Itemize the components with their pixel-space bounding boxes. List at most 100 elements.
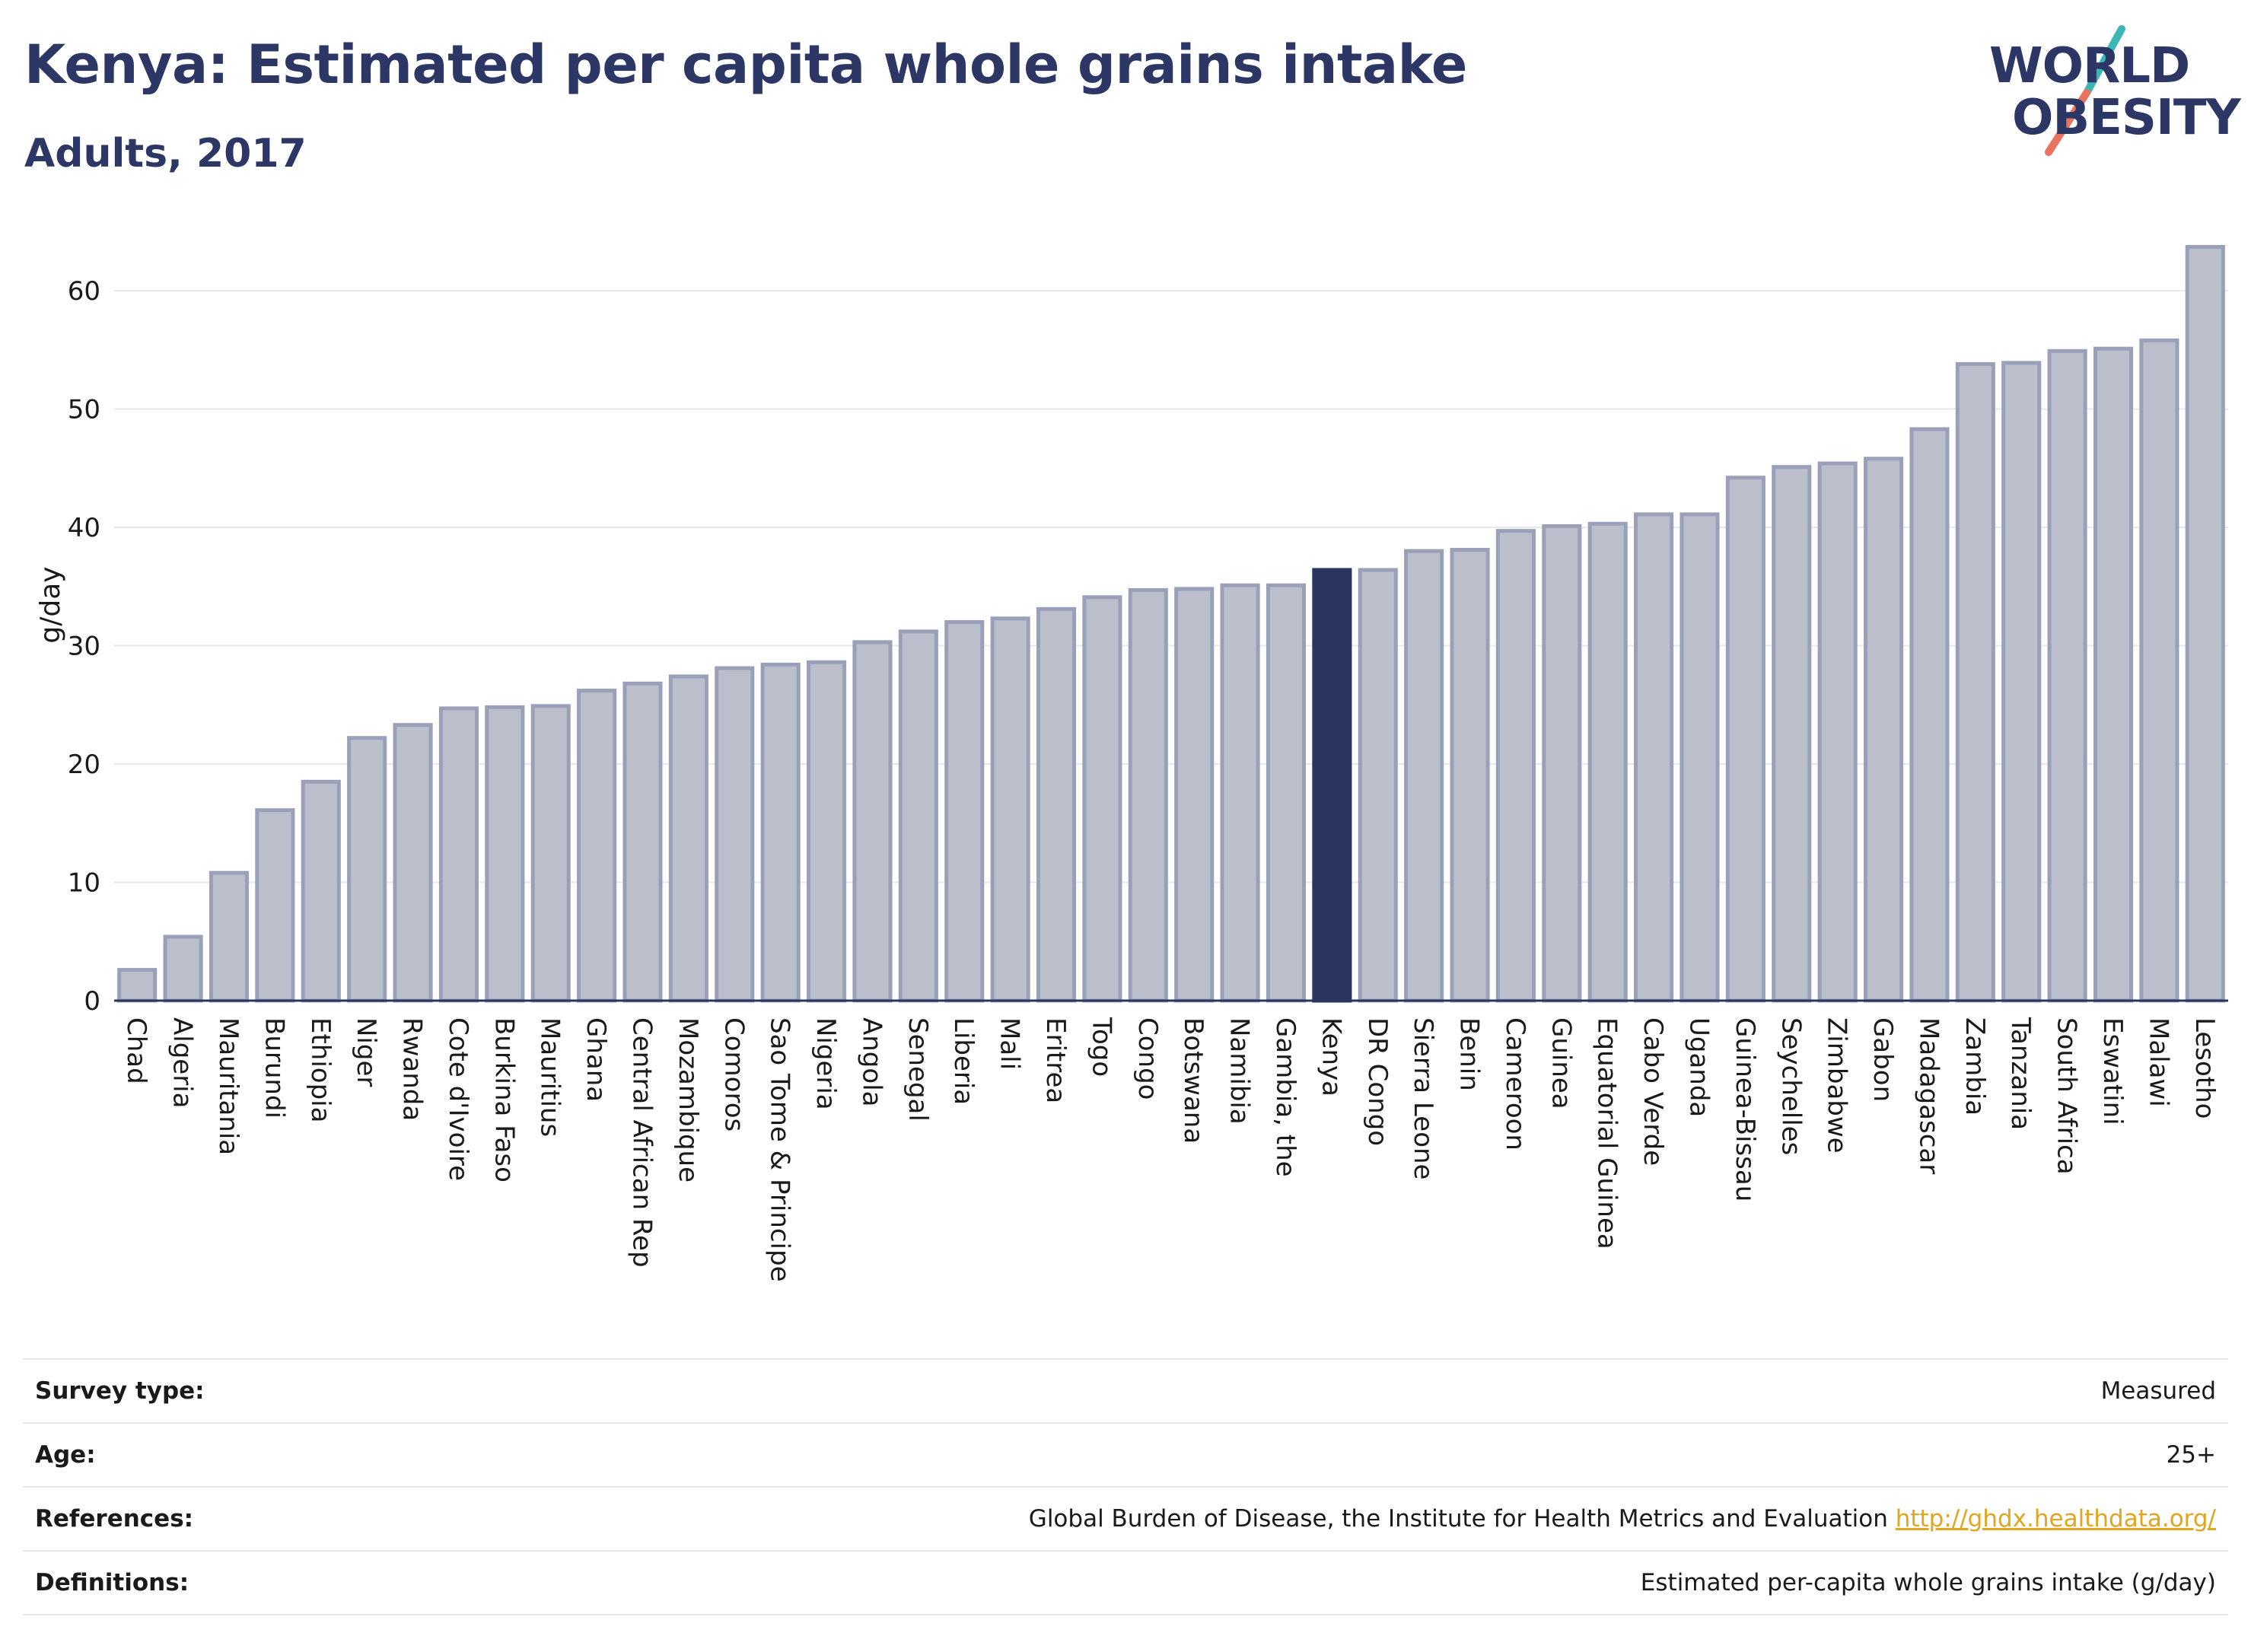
- bar: [807, 660, 847, 1003]
- bar: [668, 674, 708, 1003]
- x-tick-label: DR Congo: [1362, 1017, 1393, 1146]
- x-tick-label: Chad: [121, 1017, 151, 1084]
- x-tick-label: Mauritania: [213, 1017, 244, 1155]
- y-axis-label: g/day: [35, 566, 66, 643]
- meta-label: References:: [35, 1505, 194, 1533]
- y-tick-label: 30: [68, 632, 100, 662]
- x-tick-label: Eswatini: [2097, 1017, 2128, 1125]
- x-tick-label: Niger: [351, 1017, 381, 1087]
- bars: [117, 244, 2225, 1003]
- bar: [2093, 346, 2134, 1003]
- bar: [393, 723, 433, 1003]
- x-tick-label: Gabon: [1867, 1017, 1898, 1102]
- bar: [1174, 587, 1215, 1003]
- bar: [944, 619, 985, 1003]
- bar: [622, 681, 663, 1003]
- x-tick-label: Uganda: [1684, 1017, 1715, 1117]
- page-subtitle: Adults, 2017: [24, 131, 307, 177]
- x-tick-label: Sao Tome & Principe: [765, 1017, 795, 1282]
- meta-value: Measured: [2100, 1377, 2216, 1405]
- bar: [438, 706, 479, 1003]
- x-tick-label: Rwanda: [397, 1017, 428, 1121]
- x-tick-label: Senegal: [903, 1017, 933, 1122]
- x-tick-label: Zambia: [1960, 1017, 1990, 1116]
- x-tick-label: Equatorial Guinea: [1592, 1017, 1622, 1249]
- x-tick-label: Cabo Verde: [1638, 1017, 1668, 1166]
- logo-line-1: WORLD: [1989, 38, 2190, 94]
- bar: [2185, 244, 2225, 1003]
- bar: [1955, 361, 1995, 1003]
- bar-highlighted: [1312, 568, 1352, 1003]
- x-tick-label: Central African Rep: [627, 1017, 657, 1268]
- bar: [1679, 512, 1720, 1003]
- references-link[interactable]: http://ghdx.healthdata.org/: [1895, 1505, 2216, 1533]
- bar: [163, 934, 203, 1003]
- x-tick-label: Guinea-Bissau: [1730, 1017, 1760, 1202]
- x-tick-label: Comoros: [718, 1017, 749, 1132]
- bar-chart: 0 10 20 30 40 50 60 Chad Algeria Mauritania Burun…: [35, 244, 2228, 1282]
- bar: [1404, 549, 1444, 1003]
- x-tick-label: South Africa: [2052, 1017, 2082, 1175]
- x-tick-label: Tanzania: [2005, 1017, 2036, 1130]
- bar: [1725, 476, 1765, 1003]
- x-tick-label: Ethiopia: [305, 1017, 336, 1122]
- x-tick-label: Eritrea: [1040, 1017, 1071, 1103]
- x-tick-label: Ghana: [581, 1017, 611, 1102]
- y-tick-label: 60: [68, 276, 100, 307]
- bar: [1358, 568, 1398, 1003]
- meta-label: Age:: [35, 1441, 96, 1469]
- x-tick-label: Liberia: [948, 1017, 979, 1105]
- bar: [2047, 349, 2087, 1003]
- x-tick-label: Nigeria: [810, 1017, 841, 1110]
- bar: [1266, 583, 1307, 1003]
- bar: [117, 968, 158, 1003]
- bar: [1450, 548, 1490, 1003]
- meta-row-definitions: Definitions: Estimated per-capita whole …: [23, 1550, 2228, 1615]
- bar: [2139, 338, 2179, 1003]
- page-title: Kenya: Estimated per capita whole grains…: [24, 33, 1467, 96]
- bar: [1634, 512, 1674, 1003]
- bar: [1082, 595, 1122, 1003]
- y-tick-label: 0: [84, 986, 100, 1017]
- x-axis-labels: Chad Algeria Mauritania Burundi Ethiopia Nige…: [121, 1017, 2220, 1282]
- bar: [1495, 529, 1536, 1003]
- bar: [898, 629, 938, 1003]
- bar: [715, 666, 755, 1003]
- bar: [1220, 583, 1260, 1003]
- bar: [577, 689, 617, 1003]
- references-text: Global Burden of Disease, the Institute …: [1028, 1505, 1888, 1533]
- x-tick-label: Cote d'Ivoire: [443, 1017, 473, 1181]
- bar: [301, 779, 341, 1003]
- x-tick-label: Seychelles: [1775, 1017, 1806, 1155]
- x-tick-label: Angola: [856, 1017, 887, 1106]
- x-tick-label: Kenya: [1316, 1017, 1346, 1097]
- x-tick-label: Burkina Faso: [489, 1017, 519, 1183]
- bar: [255, 808, 295, 1003]
- x-tick-label: Lesotho: [2189, 1017, 2220, 1119]
- bar: [209, 871, 250, 1003]
- x-tick-label: Benin: [1454, 1017, 1485, 1091]
- y-tick-label: 20: [68, 750, 100, 780]
- bar: [530, 704, 571, 1003]
- x-tick-label: Mozambique: [673, 1017, 703, 1183]
- metadata-table: Survey type: Measured Age: 25+ Reference…: [23, 1358, 2228, 1615]
- bar: [1772, 465, 1812, 1003]
- x-tick-label: Mali: [995, 1017, 1025, 1070]
- bar: [1542, 524, 1582, 1003]
- y-tick-label: 50: [68, 395, 100, 425]
- y-tick-label: 10: [68, 868, 100, 899]
- meta-value: Estimated per-capita whole grains intake…: [1640, 1569, 2216, 1596]
- x-tick-label: Cameroon: [1500, 1017, 1530, 1151]
- bar: [1817, 461, 1858, 1003]
- x-tick-label: Algeria: [167, 1017, 198, 1108]
- x-tick-label: Botswana: [1178, 1017, 1208, 1144]
- meta-row-references: References: Global Burden of Disease, th…: [23, 1486, 2228, 1550]
- x-tick-label: Gambia, the: [1270, 1017, 1301, 1177]
- logo-slash-icon: [2045, 25, 2125, 156]
- meta-value: 25+: [2166, 1441, 2216, 1469]
- x-tick-label: Zimbabwe: [1822, 1017, 1852, 1154]
- x-tick-label: Sierra Leone: [1408, 1017, 1438, 1179]
- bar: [1587, 521, 1628, 1003]
- bar: [990, 616, 1030, 1003]
- meta-row-age: Age: 25+: [23, 1422, 2228, 1486]
